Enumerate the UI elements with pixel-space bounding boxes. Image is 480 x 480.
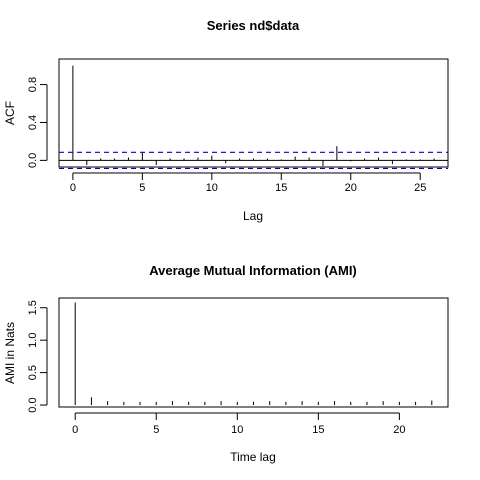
acf-bars [59, 65, 448, 167]
ami-plot-frame [58, 297, 449, 408]
ami-x-tick-label: 15 [312, 424, 324, 436]
acf-y-tick-label: 0.8 [27, 77, 39, 92]
acf-y-axis-label: ACF [3, 101, 17, 125]
acf-y-tick-label: 0.4 [27, 115, 39, 130]
acf-y-tick-label: 0.0 [27, 153, 39, 168]
ami-y-tick-label: 0.0 [27, 397, 39, 412]
ami-x-axis-label: Time lag [230, 450, 276, 464]
ami-x-axis: 0 5 10 15 20 [72, 412, 406, 436]
ami-y-tick-label: 0.5 [27, 365, 39, 380]
ami-bars [74, 302, 433, 406]
ami-y-tick-label: 1.0 [27, 333, 39, 348]
acf-x-axis: 0 5 10 15 20 25 [70, 172, 426, 194]
acf-x-tick-label: 20 [345, 182, 357, 194]
ami-x-tick-label: 10 [231, 424, 243, 436]
acf-x-tick-label: 0 [70, 182, 76, 194]
ami-chart: Average Mutual Information (AMI) 0 5 10 15 2… [3, 263, 449, 464]
ami-x-tick-label: 5 [153, 424, 159, 436]
acf-plot-frame [58, 58, 449, 168]
acf-chart-title: Series nd$data [207, 18, 300, 33]
acf-x-axis-label: Lag [243, 209, 263, 223]
ami-x-tick-label: 0 [72, 424, 78, 436]
acf-x-tick-label: 5 [139, 182, 145, 194]
ami-y-axis: 0.0 0.5 1.0 1.5 [27, 300, 48, 413]
acf-x-tick-label: 15 [275, 182, 287, 194]
ami-x-tick-label: 20 [393, 424, 405, 436]
acf-confidence-bounds [59, 151, 448, 170]
ami-y-axis-label: AMI in Nats [3, 322, 17, 384]
acf-chart: Series nd$data 0 5 10 15 20 25 0.00.40.8 Lag … [3, 18, 449, 223]
ami-chart-title: Average Mutual Information (AMI) [149, 263, 357, 278]
ami-y-tick-label: 1.5 [27, 300, 39, 315]
acf-x-tick-label: 25 [414, 182, 426, 194]
acf-y-axis: 0.0 0.4 0.8 [27, 77, 48, 168]
acf-x-tick-label: 10 [206, 182, 218, 194]
